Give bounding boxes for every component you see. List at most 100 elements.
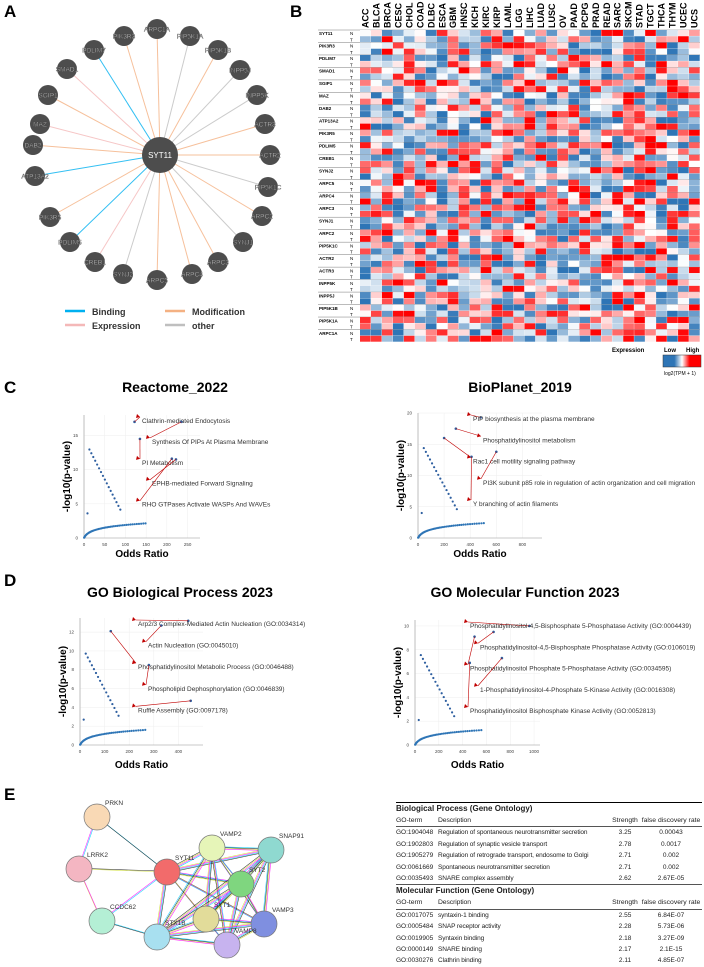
heatmap-cell <box>502 198 514 205</box>
heatmap-cell <box>480 235 492 242</box>
column-header: CHOL <box>404 2 414 28</box>
gene-node <box>38 85 58 105</box>
heatmap-cell <box>458 223 470 230</box>
heatmap-cell <box>678 223 689 230</box>
heatmap-cell <box>513 235 525 242</box>
heatmap-cell <box>403 210 415 217</box>
gene-row-label: SGIP1 <box>319 81 333 86</box>
heatmap-cell <box>414 123 426 130</box>
data-point <box>122 730 125 733</box>
heatmap-cell <box>403 98 415 105</box>
heatmap-cell <box>360 323 371 330</box>
heatmap-cell <box>667 298 678 305</box>
description-cell: syntaxin-1 binding <box>438 911 489 919</box>
heatmap-cell <box>656 148 667 155</box>
heatmap-cell <box>568 154 580 161</box>
heatmap-cell <box>491 335 503 342</box>
column-header: KICH <box>470 6 480 28</box>
heatmap-cell <box>634 217 645 224</box>
heatmap-cell <box>678 254 689 261</box>
go-term-cell: GO:0017075 <box>396 911 434 919</box>
data-point <box>96 675 100 679</box>
heatmap-cell <box>524 167 536 174</box>
heatmap-cell <box>447 304 459 311</box>
gene-node <box>84 40 104 60</box>
tissue-type-label: T <box>350 187 353 192</box>
heatmap-cell <box>634 67 645 74</box>
y-tick-label: 5 <box>75 501 78 506</box>
heatmap-cell <box>678 98 689 105</box>
heatmap-cell <box>623 210 634 217</box>
interaction-edge <box>156 847 213 938</box>
heatmap-cell <box>469 323 481 330</box>
data-point <box>109 699 112 702</box>
heatmap-cell <box>656 98 667 105</box>
data-point <box>116 731 119 734</box>
data-point <box>139 729 142 732</box>
heatmap-cell <box>447 329 459 336</box>
heatmap-cell <box>436 192 448 199</box>
heatmap-cell <box>360 79 371 86</box>
heatmap-cell <box>513 304 525 311</box>
heatmap-cell <box>678 267 689 274</box>
heatmap-cell <box>469 111 481 118</box>
heatmap-cell <box>634 136 645 143</box>
heatmap-cell <box>381 298 393 305</box>
strength-cell: 3.25 <box>618 829 632 837</box>
heatmap-cell <box>623 223 634 230</box>
heatmap-cell <box>513 242 525 249</box>
heatmap-cell <box>535 273 547 280</box>
protein-label: PRKN <box>105 800 123 807</box>
heatmap-cell <box>678 79 689 86</box>
heatmap-cell <box>392 323 404 330</box>
heatmap-cell <box>535 104 547 111</box>
heatmap-cell <box>381 148 393 155</box>
data-point <box>115 710 118 713</box>
heatmap-cell <box>590 86 601 93</box>
heatmap-cell <box>623 161 634 167</box>
heatmap-cell <box>502 48 514 55</box>
heatmap-cell <box>590 67 601 74</box>
heatmap-cell <box>436 260 448 267</box>
data-point <box>459 730 463 733</box>
tissue-type-label: T <box>350 162 353 167</box>
heatmap-cell <box>458 136 470 143</box>
tissue-type-label: N <box>350 56 353 61</box>
heatmap-cell <box>425 92 437 99</box>
heatmap-cell <box>557 279 569 286</box>
heatmap-cell <box>623 148 634 155</box>
heatmap-cell <box>513 229 525 236</box>
heatmap-cell <box>513 117 525 124</box>
x-tick-label: 200 <box>163 542 171 547</box>
y-tick-label: 4 <box>406 695 409 700</box>
heatmap-cell <box>425 317 437 323</box>
heatmap-cell <box>667 198 678 205</box>
heatmap-cell <box>678 210 689 217</box>
heatmap-cell <box>634 142 645 149</box>
heatmap-cell <box>425 223 437 230</box>
tissue-type-label: T <box>350 87 353 92</box>
data-point <box>462 730 465 733</box>
legend-label: Binding <box>92 307 126 317</box>
heatmap-cell <box>645 154 656 161</box>
heatmap-cell <box>612 61 623 68</box>
heatmap-cell <box>469 260 481 267</box>
tissue-type-label: N <box>350 144 353 149</box>
x-axis-label: Odds Ratio <box>115 549 168 560</box>
heatmap-cell <box>414 167 426 174</box>
heatmap-cell <box>360 142 371 149</box>
heatmap-cell <box>447 186 459 192</box>
heatmap-cell <box>403 154 415 161</box>
tissue-type-label: N <box>350 44 353 49</box>
heatmap-cell <box>645 198 656 205</box>
heatmap-cell <box>513 192 525 199</box>
heatmap-cell <box>469 285 481 292</box>
heatmap-cell <box>392 167 404 174</box>
heatmap-cell <box>590 161 601 167</box>
annotation-arrow <box>470 456 472 501</box>
data-point <box>443 485 446 488</box>
heatmap-cell <box>667 92 678 99</box>
heatmap-cell <box>392 204 404 211</box>
heatmap-cell <box>491 310 503 317</box>
heatmap-cell <box>590 167 601 174</box>
